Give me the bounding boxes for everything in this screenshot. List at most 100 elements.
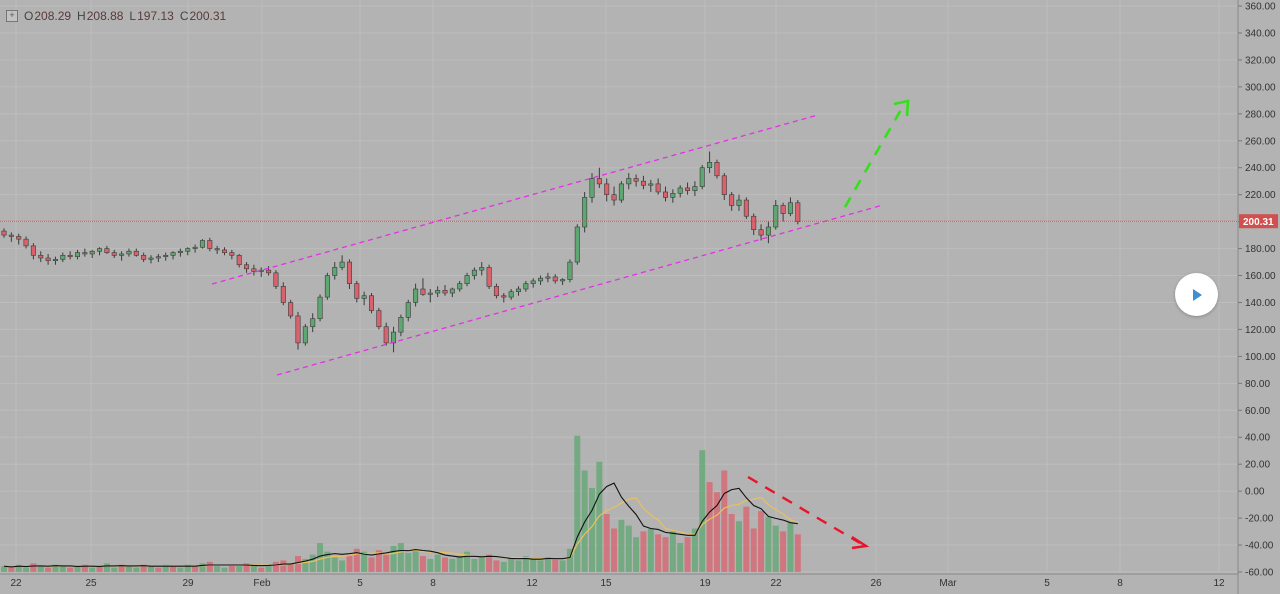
volume-ma-long — [3, 482, 798, 568]
candle — [214, 245, 220, 254]
price-tick-label: 180.00 — [1245, 244, 1276, 255]
volume-bar — [537, 560, 544, 572]
price-tick-label: 40.00 — [1245, 433, 1270, 444]
channel-upper-line[interactable] — [211, 114, 819, 285]
volume-bar — [250, 564, 257, 572]
candle — [222, 247, 228, 256]
play-button[interactable] — [1175, 273, 1218, 316]
candle — [236, 253, 242, 268]
drawings — [211, 99, 910, 550]
plus-square-icon[interactable]: + — [6, 10, 18, 22]
candle — [596, 167, 602, 188]
volume-bar — [794, 534, 801, 572]
price-tick-label: 140.00 — [1245, 298, 1276, 309]
volume-bar — [758, 511, 765, 572]
candle — [611, 186, 617, 206]
time-tick-label: 8 — [1117, 578, 1123, 589]
volume-bar — [1, 566, 7, 572]
candle — [229, 249, 235, 260]
candle — [104, 245, 110, 254]
volume-bar — [177, 567, 184, 572]
volume-bar — [691, 528, 698, 572]
time-tick-label: 19 — [699, 578, 711, 589]
grid-layer — [0, 0, 1238, 572]
volume-bar — [522, 556, 529, 572]
candle — [626, 173, 632, 190]
volume-bar — [603, 514, 610, 572]
candle — [310, 313, 316, 333]
volume-bar — [566, 548, 573, 572]
candle — [16, 233, 22, 245]
candle — [743, 197, 749, 219]
volume-bar — [81, 564, 88, 572]
candle — [736, 194, 742, 211]
candle — [376, 307, 382, 330]
candle — [332, 262, 338, 280]
volume-bar — [589, 487, 595, 572]
time-tick-label: 5 — [357, 578, 363, 589]
channel-lower-line[interactable] — [276, 204, 884, 376]
close-value: 200.31 — [189, 9, 227, 23]
volume-bar — [287, 563, 294, 572]
candle — [30, 243, 36, 260]
candle — [52, 256, 58, 265]
candle — [787, 197, 793, 217]
time-tick-label: 22 — [10, 578, 22, 589]
candles — [1, 151, 801, 353]
candle — [126, 248, 132, 257]
candle — [538, 275, 544, 285]
candle — [670, 189, 676, 203]
candle — [523, 280, 529, 292]
candle — [655, 178, 661, 195]
volume-bar — [780, 531, 787, 572]
close-label: C — [179, 9, 189, 23]
volume-bar — [331, 557, 338, 572]
volume-bar — [89, 567, 96, 572]
candle — [295, 311, 301, 350]
volume-bar — [552, 558, 559, 572]
price-tick-label: 280.00 — [1245, 109, 1276, 120]
candle — [368, 293, 374, 314]
open-label: O — [24, 9, 34, 23]
candle — [1, 228, 7, 238]
price-tick-label: 320.00 — [1245, 55, 1276, 66]
candle — [640, 175, 646, 190]
volume-bar — [706, 482, 713, 572]
time-tick-label: Mar — [939, 578, 957, 589]
last-price-tag — [1239, 214, 1278, 229]
volume-bar — [728, 514, 735, 572]
projection-arrow-up-head — [893, 99, 910, 117]
time-tick-label: 26 — [870, 578, 882, 589]
candle — [199, 239, 205, 249]
candle — [339, 255, 345, 271]
projection-arrow-up[interactable] — [843, 107, 904, 208]
time-tick-label: Feb — [253, 578, 271, 589]
volume-bar — [640, 531, 647, 572]
volume-bar — [295, 556, 301, 572]
volume-bar — [37, 566, 44, 572]
candle — [413, 283, 419, 307]
volume-bar — [508, 557, 515, 572]
volume-bar — [736, 521, 742, 572]
volume-bar — [478, 557, 485, 572]
candle — [244, 262, 250, 273]
candle — [354, 280, 360, 303]
candle — [758, 224, 764, 241]
price-tick-label: 300.00 — [1245, 82, 1276, 93]
candle — [707, 151, 713, 174]
volume-bar — [221, 567, 228, 572]
volume-bar — [118, 564, 125, 572]
volume-trend-arrow[interactable] — [747, 475, 861, 545]
candle — [457, 280, 463, 292]
volume-bar — [559, 560, 566, 572]
volume-bar — [699, 450, 706, 572]
candle — [273, 270, 279, 289]
volume-bar — [493, 560, 500, 572]
volume-bar — [412, 550, 419, 572]
volume-bar — [324, 551, 331, 572]
candle — [545, 272, 551, 283]
volume-bar — [427, 558, 434, 572]
price-tick-label: 360.00 — [1245, 2, 1276, 13]
